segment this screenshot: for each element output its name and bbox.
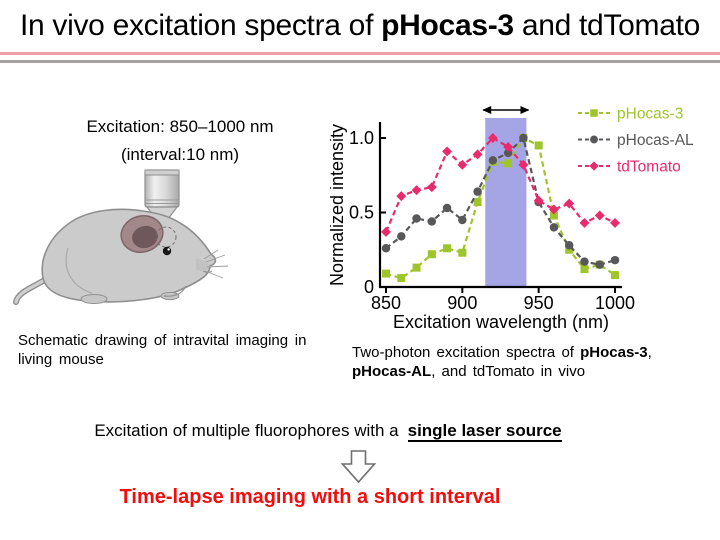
mouse-caption: Schematic drawing of intravital imaging … — [18, 331, 338, 369]
page-title: In vivo excitation spectra of pHocas-3 a… — [19, 9, 701, 42]
highlight-band — [485, 118, 527, 287]
mouse-snout — [196, 258, 210, 271]
svg-text:1000: 1000 — [595, 293, 635, 313]
band-width-arrow — [482, 106, 530, 114]
title-divider-gray — [0, 60, 720, 63]
title-divider-pink — [0, 52, 720, 55]
mouse-front-leg — [163, 285, 187, 297]
legend-label-tdTomato: tdTomato — [617, 159, 681, 176]
excitation-range: Excitation: 850–1000 nm — [86, 117, 274, 136]
mouse-figure — [13, 208, 229, 305]
excitation-spectra-chart: 850 900 950 1000 0 0.5 1.0 Excitation wavelengt… — [330, 106, 694, 333]
statement-line: Excitation of multiple fluorophores with… — [94, 421, 562, 442]
excitation-settings: Excitation: 850–1000 nm (interval:10 nm) — [30, 113, 330, 169]
mouse-hind-foot — [80, 294, 108, 304]
chart-legend: pHocas-3 pHocas-AL tdTomato — [578, 106, 694, 176]
mouse-eye — [162, 246, 172, 256]
svg-text:1.0: 1.0 — [349, 128, 374, 148]
series-pHocas-AL — [381, 133, 620, 269]
chart-caption: Two-photon excitation spectra of pHocas-… — [352, 344, 712, 381]
mouse-caption-line2: living mouse — [18, 351, 104, 368]
conclusion-line: Time-lapse imaging with a short interval — [119, 486, 501, 508]
svg-text:950: 950 — [524, 293, 554, 313]
mouse-haunch-line — [65, 247, 93, 294]
x-axis-label: Excitation wavelength (nm) — [393, 312, 609, 332]
mouse-illustration — [13, 169, 229, 305]
svg-text:0.5: 0.5 — [349, 203, 374, 223]
mouse-whiskers — [203, 249, 229, 279]
mouse-caption-line1: Schematic drawing of intravital imaging … — [18, 332, 307, 349]
chart-axes: 850 900 950 1000 0 0.5 1.0 — [349, 122, 635, 313]
excitation-interval: (interval:10 nm) — [120, 145, 240, 164]
y-axis-label: Normalized intensity — [330, 124, 347, 286]
svg-text:0: 0 — [364, 277, 374, 297]
legend-label-pHocas-AL: pHocas-AL — [617, 132, 694, 149]
svg-text:900: 900 — [447, 293, 477, 313]
mouse-inner-ear — [132, 225, 158, 249]
chart-caption-line2: pHocas-AL, and tdTomato in vivo — [352, 362, 586, 380]
mouse-body — [41, 208, 217, 303]
svg-text:850: 850 — [371, 293, 401, 313]
down-arrow-icon — [340, 450, 377, 484]
chart-caption-line1: Two-photon excitation spectra of pHocas-… — [352, 344, 652, 361]
cranial-window — [155, 226, 177, 248]
legend-label-pHocas-3: pHocas-3 — [617, 106, 683, 123]
